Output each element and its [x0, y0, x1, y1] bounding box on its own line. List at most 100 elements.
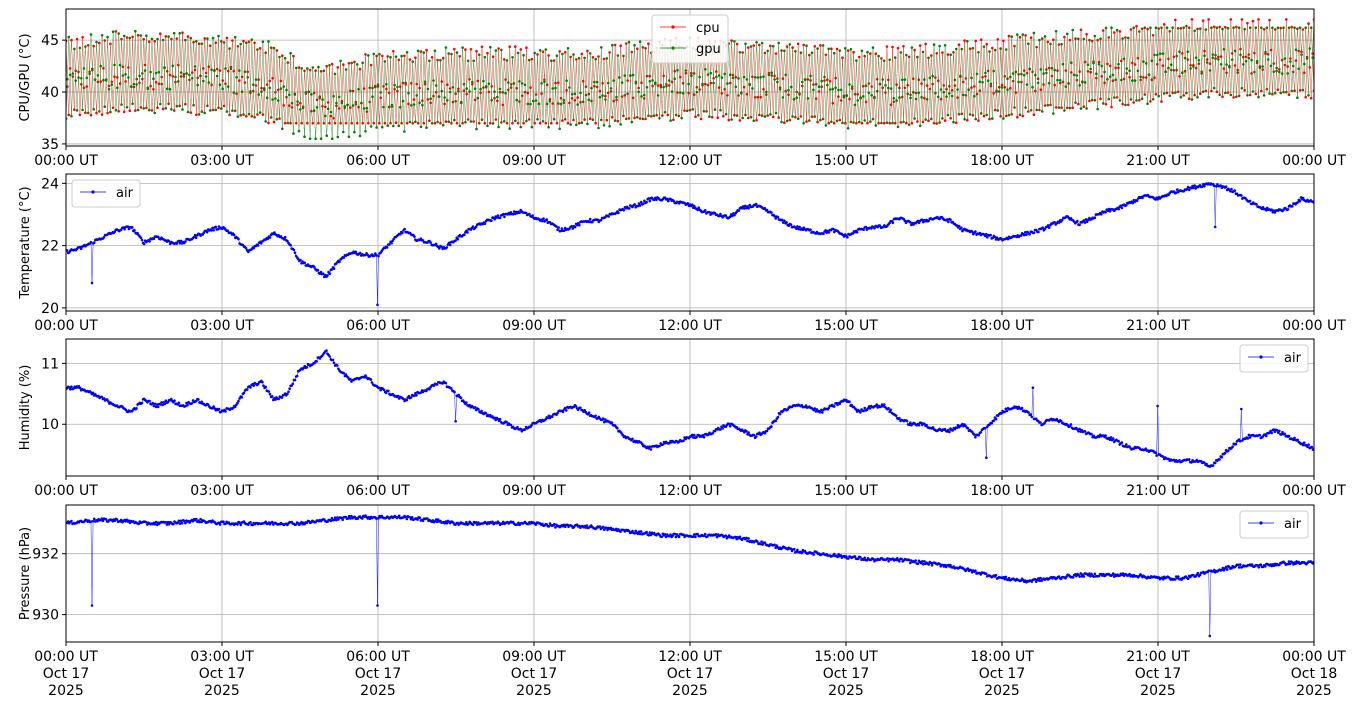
data-point [746, 46, 750, 49]
data-point [802, 43, 805, 47]
data-point [1270, 431, 1273, 435]
data-point [279, 79, 283, 83]
data-point [161, 403, 164, 407]
data-point [1029, 36, 1033, 39]
data-point [207, 81, 211, 84]
data-point [995, 89, 998, 92]
data-point [870, 94, 873, 97]
data-point [465, 401, 468, 404]
data-point [873, 96, 876, 100]
data-point [1186, 58, 1190, 61]
data-point [854, 408, 858, 411]
data-point [891, 221, 895, 225]
data-point [862, 228, 865, 231]
data-point [276, 88, 280, 92]
data-point [414, 120, 417, 123]
data-point [569, 123, 572, 126]
data-point [300, 67, 304, 70]
data-point [1136, 56, 1140, 60]
data-point [608, 125, 611, 128]
data-point [353, 60, 356, 64]
data-point [857, 55, 861, 59]
data-point [842, 235, 846, 238]
data-point [887, 86, 890, 90]
data-point [128, 109, 132, 112]
data-point [79, 247, 83, 250]
x-tick-label: 18:00 UT [970, 318, 1034, 334]
data-point [361, 121, 365, 125]
data-point [473, 87, 477, 90]
data-point [540, 92, 543, 95]
data-point [753, 76, 757, 79]
data-point [1034, 73, 1037, 77]
data-point [501, 103, 505, 107]
data-point [541, 50, 545, 53]
data-point [1255, 59, 1259, 63]
data-point [278, 117, 281, 120]
data-point [533, 51, 536, 55]
y-tick-label: 11 [41, 356, 59, 372]
data-point [1309, 26, 1313, 30]
data-point [453, 390, 456, 394]
data-point [935, 52, 939, 55]
data-point [771, 44, 775, 48]
data-point [961, 93, 965, 97]
data-point [1081, 80, 1084, 83]
data-point [340, 101, 344, 105]
data-point [943, 44, 947, 47]
data-point [662, 74, 665, 78]
data-point [912, 90, 915, 94]
data-point [282, 104, 286, 107]
grid-lines [65, 339, 1315, 476]
data-point [338, 260, 341, 264]
data-point [139, 34, 143, 37]
data-point [84, 111, 87, 114]
data-point [740, 91, 743, 95]
data-point [620, 95, 624, 98]
data-point [213, 69, 216, 73]
data-point [286, 121, 290, 125]
data-point [339, 121, 342, 125]
data-point [515, 98, 518, 102]
data-point [900, 95, 904, 99]
data-point [604, 98, 607, 101]
data-point [765, 208, 769, 212]
data-point [771, 115, 775, 119]
data-point [986, 79, 990, 82]
data-point [974, 117, 977, 121]
data-point [172, 31, 176, 35]
data-point [839, 88, 843, 92]
data-point [175, 104, 179, 108]
data-point [148, 399, 151, 403]
data-point [482, 86, 485, 89]
data-point [1171, 26, 1174, 30]
data-point [985, 113, 988, 117]
data-point [1168, 30, 1172, 33]
data-point [742, 85, 746, 89]
data-point [956, 88, 959, 91]
data-point [337, 367, 340, 371]
data-point [774, 546, 777, 549]
data-point [1308, 47, 1312, 50]
x-tick-label: 00:00 UT [1282, 483, 1346, 499]
data-point [1113, 96, 1116, 99]
data-point [1161, 455, 1165, 459]
data-point [168, 73, 172, 77]
data-point [1309, 96, 1313, 100]
data-point [435, 520, 439, 524]
data-point [769, 113, 772, 116]
data-point [456, 238, 460, 241]
data-point [1218, 25, 1221, 29]
data-point [781, 77, 785, 80]
data-point [869, 227, 873, 230]
data-point [487, 90, 491, 94]
data-point [163, 402, 167, 406]
data-point [730, 39, 733, 42]
data-point [192, 103, 195, 107]
data-point [98, 110, 101, 113]
data-point [658, 444, 661, 448]
data-point [922, 220, 925, 224]
data-point [474, 225, 478, 228]
data-point [832, 51, 836, 55]
data-point [186, 110, 190, 114]
